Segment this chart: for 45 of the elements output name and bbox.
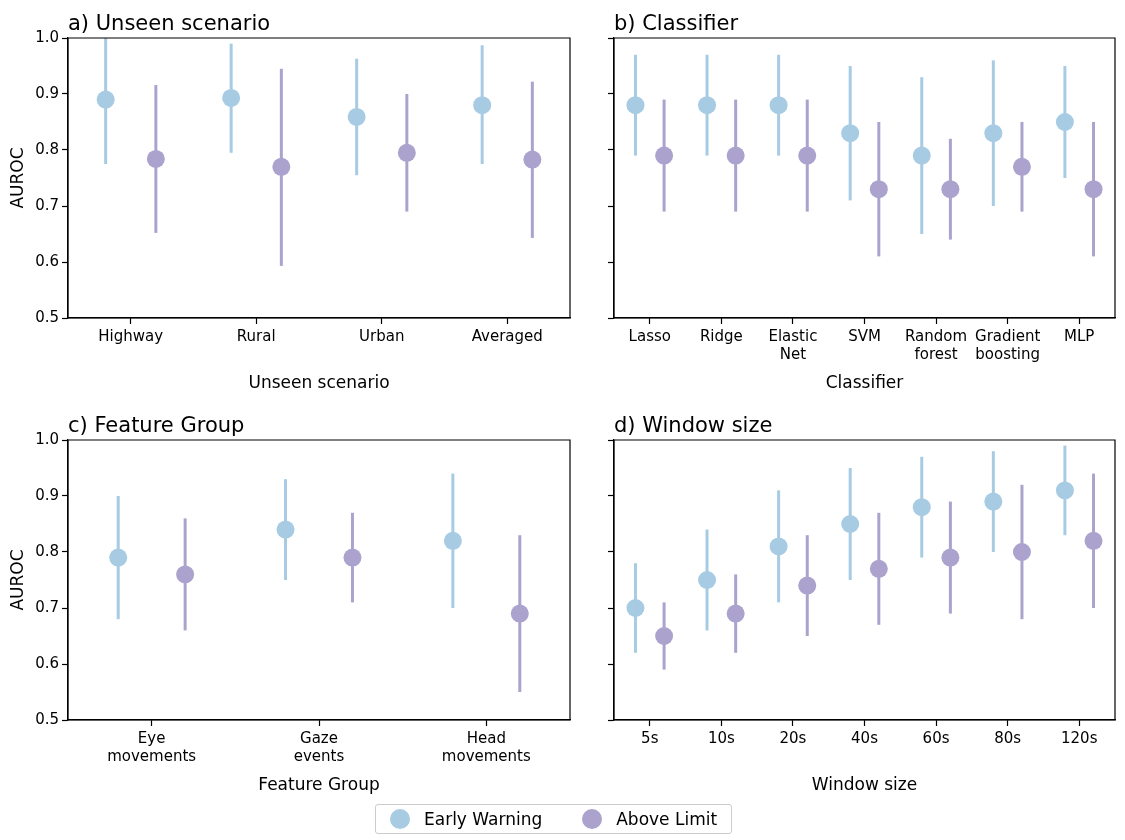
x-tick-label: 120s <box>1060 728 1098 747</box>
x-tick-label: 5s <box>641 728 659 747</box>
y-tick-label: 0.5 <box>35 307 59 326</box>
x-tick-label: Lasso <box>628 326 671 345</box>
x-tick-label: Ridge <box>699 326 743 345</box>
chart-title: d) Window size <box>614 412 773 437</box>
y-tick-label: 0.7 <box>35 195 59 214</box>
y-axis-title: AUROC <box>6 549 27 611</box>
y-tick-label: 0.6 <box>35 653 59 672</box>
y-tick-label: 1.0 <box>35 27 59 46</box>
x-tick-label: Gradient boosting <box>974 326 1041 363</box>
x-tick-label: Urban <box>359 326 405 345</box>
y-tick-label: 0.8 <box>35 541 59 560</box>
y-tick-label: 0.9 <box>35 83 59 102</box>
x-tick-label: 80s <box>994 728 1022 747</box>
y-tick-label: 0.6 <box>35 251 59 270</box>
x-axis-title: Feature Group <box>258 774 380 795</box>
x-tick-label: Elastic Net <box>768 326 818 363</box>
legend-label: Early Warning <box>424 809 543 829</box>
chart-title: b) Classifier <box>614 10 739 35</box>
x-tick-label: Averaged <box>471 326 543 345</box>
y-tick-label: 0.5 <box>35 709 59 728</box>
y-axis-title: AUROC <box>6 147 27 209</box>
y-tick-label: 1.0 <box>35 429 59 448</box>
x-tick-label: 40s <box>851 728 879 747</box>
x-tick-label: SVM <box>848 326 881 345</box>
chart-title: a) Unseen scenario <box>68 10 271 35</box>
y-tick-label: 0.8 <box>35 139 59 158</box>
chart-title: c) Feature Group <box>68 412 245 437</box>
x-axis-title: Classifier <box>825 372 904 393</box>
legend-label: Above Limit <box>616 809 718 829</box>
y-tick-label: 0.7 <box>35 597 59 616</box>
x-tick-label: Head movements <box>441 728 531 765</box>
x-tick-label: Rural <box>236 326 276 345</box>
x-tick-label: 60s <box>922 728 950 747</box>
x-tick-label: MLP <box>1064 326 1095 345</box>
x-tick-label: Random forest <box>905 326 968 363</box>
x-tick-label: 10s <box>707 728 735 747</box>
x-axis-title: Unseen scenario <box>248 372 390 393</box>
x-axis-title: Window size <box>811 774 918 795</box>
x-tick-label: Gaze events <box>293 728 345 765</box>
y-tick-label: 0.9 <box>35 485 59 504</box>
x-tick-label: Eye movements <box>107 728 197 765</box>
x-tick-label: Highway <box>98 326 164 345</box>
x-tick-label: 20s <box>779 728 807 747</box>
